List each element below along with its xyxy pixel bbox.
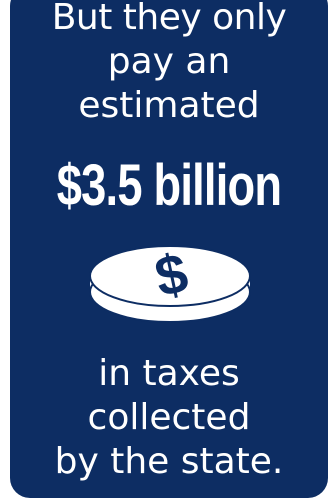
- infographic-card: But they only pay an estimated $3.5 bill…: [10, 0, 328, 498]
- headline-line-1: But they only: [51, 0, 287, 38]
- body-line-3: by the state.: [54, 441, 284, 482]
- body-line-1: in taxes: [98, 353, 240, 394]
- dollar-coin-icon: $: [89, 241, 251, 323]
- tax-amount: $3.5 billion: [56, 153, 282, 218]
- headline-line-3: estimated: [78, 85, 260, 126]
- body-line-2: collected: [87, 397, 251, 438]
- headline-line-2: pay an: [107, 41, 231, 82]
